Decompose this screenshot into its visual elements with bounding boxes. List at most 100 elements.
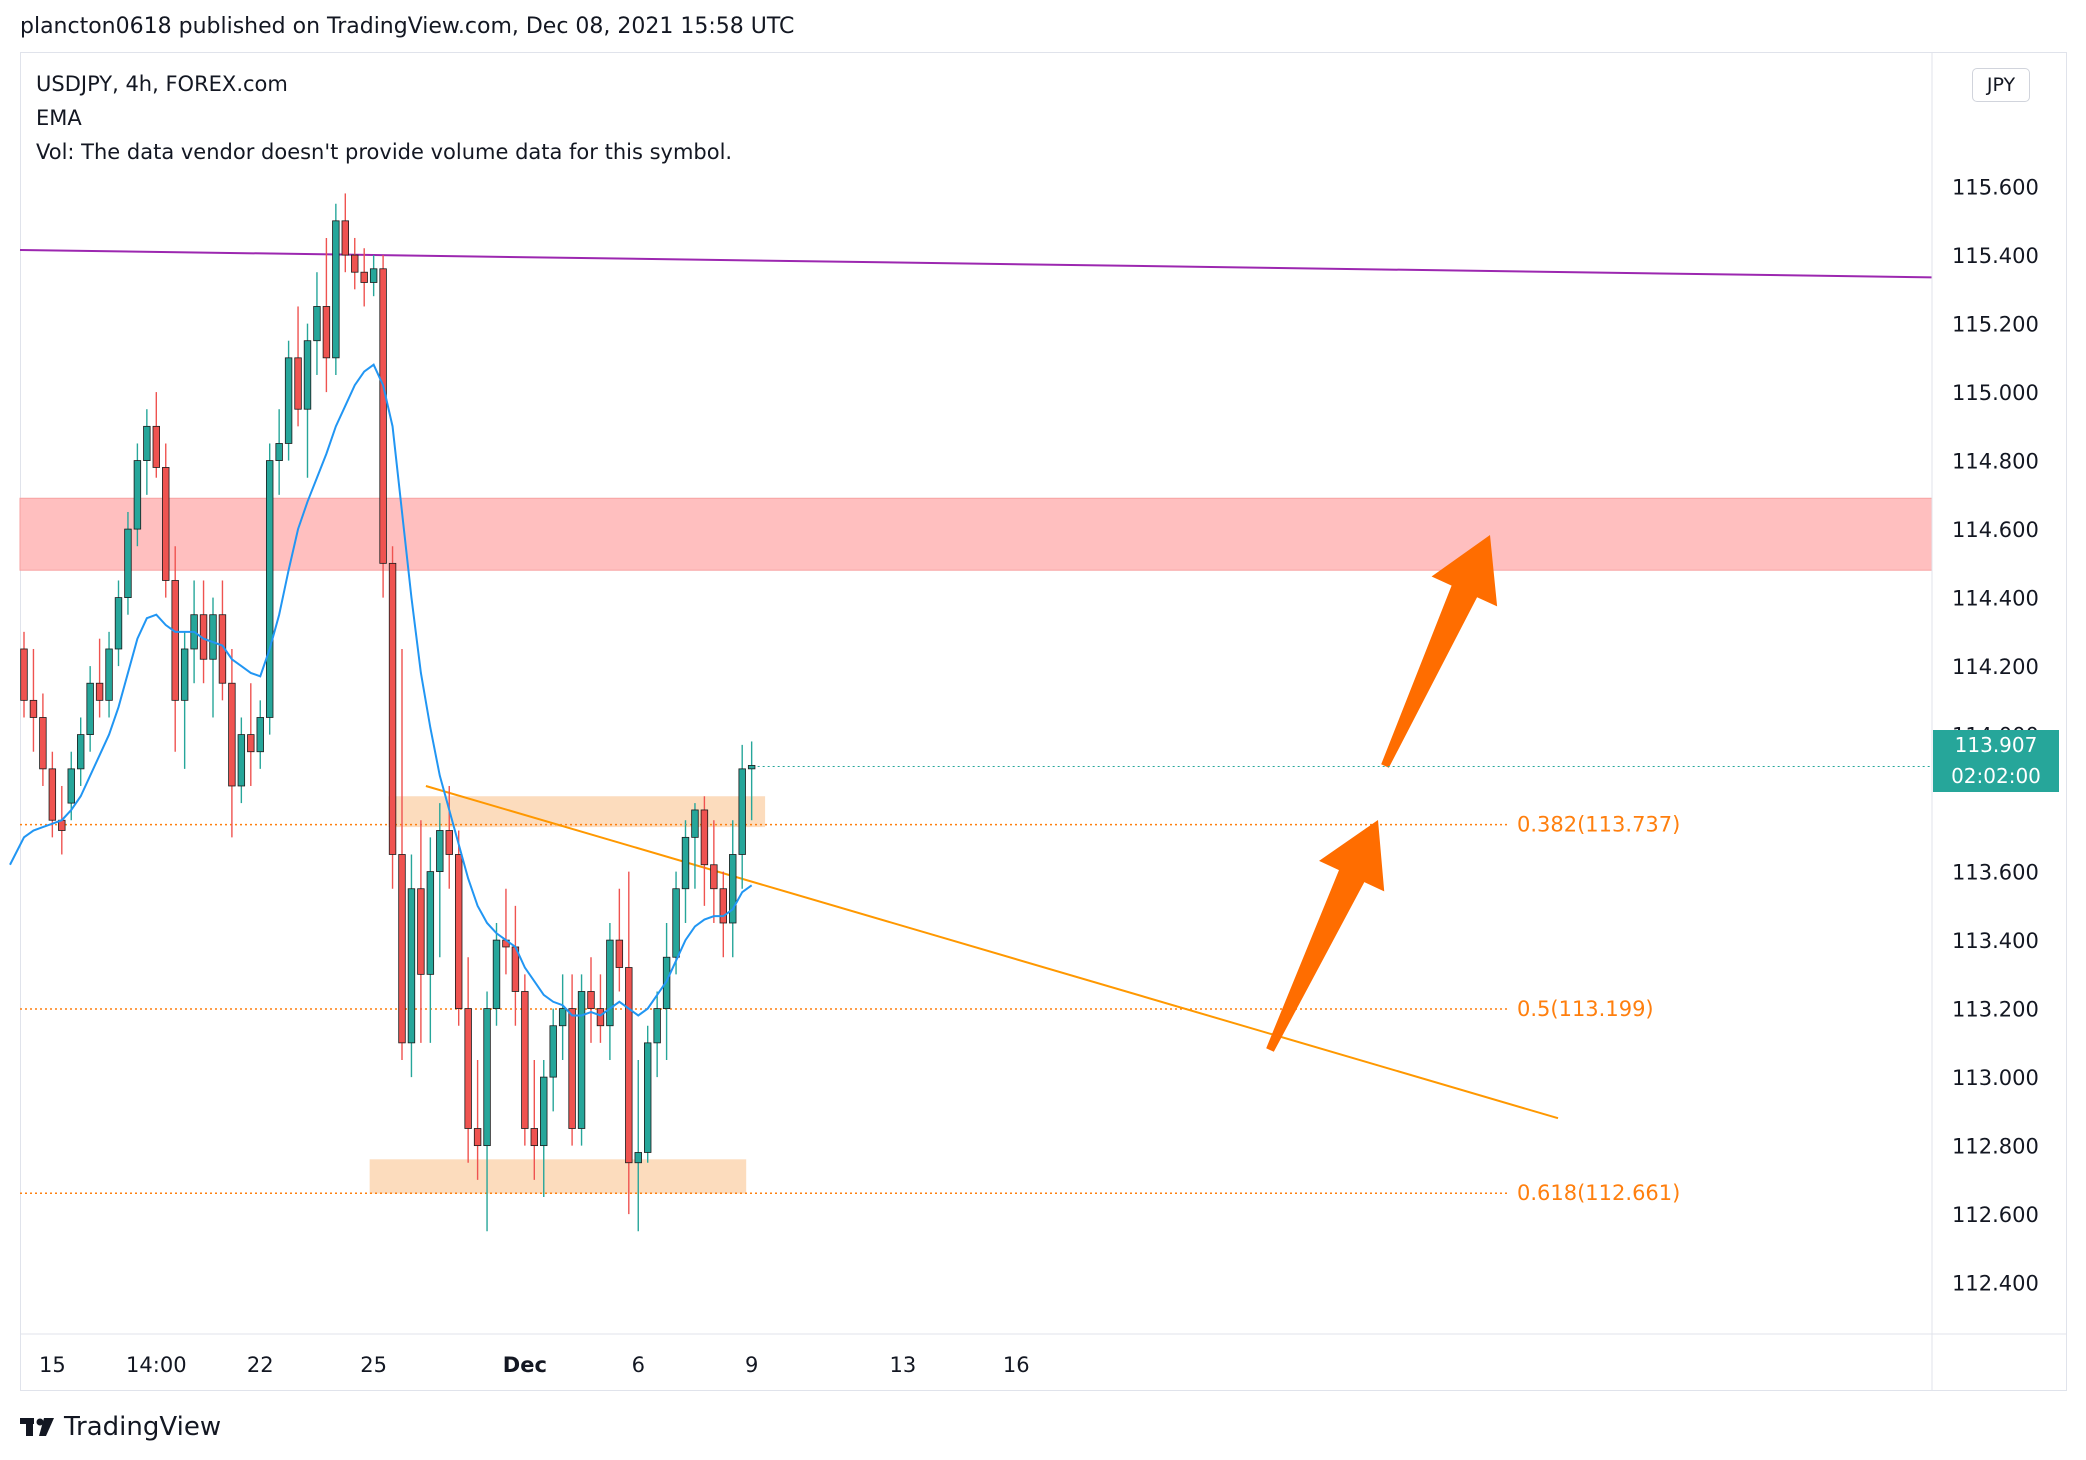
candle-body [615, 939, 624, 968]
candle [653, 991, 661, 1078]
candle [700, 796, 709, 906]
candle-body [95, 682, 104, 701]
candle-body [492, 939, 501, 1010]
candle-body [162, 467, 170, 581]
candle [558, 974, 567, 1060]
candle-body [672, 888, 680, 958]
trendline [425, 785, 1559, 1120]
candle [587, 957, 595, 1043]
candle [662, 922, 671, 1060]
candle-body [29, 699, 38, 718]
candle-body [152, 425, 160, 468]
candle [199, 580, 208, 684]
candle [152, 392, 160, 478]
candle [360, 248, 368, 307]
candle-body [738, 768, 746, 855]
time-tick-label: 15 [39, 1353, 66, 1377]
candle-body [275, 443, 283, 461]
candle-body [48, 768, 57, 821]
candle [492, 922, 501, 1026]
candle-body [294, 357, 302, 410]
candle-body [86, 682, 94, 736]
candle [436, 803, 444, 958]
price-tick-label: 112.600 [1952, 1203, 2039, 1227]
candle [681, 820, 690, 923]
candle [625, 871, 633, 1215]
candle [530, 1059, 538, 1180]
last-price-tag: 113.907 02:02:00 [1933, 730, 2059, 792]
candle-body [39, 717, 47, 770]
candle-body [67, 768, 75, 804]
candle-body [681, 836, 690, 890]
legend-volume: Vol: The data vendor doesn't provide vol… [36, 140, 733, 164]
candle-body [587, 991, 595, 1010]
candle [747, 741, 756, 821]
candle-body [284, 357, 293, 444]
zones-layer [19, 497, 1933, 1194]
price-tick-label: 115.600 [1952, 176, 2039, 200]
candle-body [540, 1076, 548, 1147]
candle-body [332, 220, 340, 359]
candle [483, 991, 491, 1232]
candle [464, 957, 472, 1163]
candle-body [379, 268, 387, 564]
candle [445, 785, 453, 889]
candle-body [105, 648, 113, 701]
resistance-line [19, 248, 1933, 279]
candle [540, 1059, 548, 1197]
candle-body [20, 648, 28, 701]
price-tick-label: 113.600 [1952, 861, 2039, 885]
time-tick-label: 25 [360, 1353, 387, 1377]
currency-badge[interactable]: JPY [1972, 68, 2030, 102]
candle [228, 648, 236, 838]
candle-body [114, 597, 123, 650]
candle [596, 974, 605, 1043]
candle [729, 820, 737, 958]
candle-body [473, 1128, 482, 1147]
candle [265, 443, 274, 735]
candle [710, 820, 718, 923]
candle-body [549, 1025, 557, 1078]
candle-body [388, 562, 397, 855]
candle-body [247, 734, 255, 753]
candle [20, 631, 28, 718]
candle [256, 700, 264, 769]
candle-body [360, 271, 368, 283]
candle-body [454, 854, 463, 1010]
candle-body [143, 425, 151, 461]
candle-body [644, 1042, 652, 1153]
ema-line [9, 363, 753, 1017]
candle-body [719, 888, 727, 924]
candle-body [558, 1008, 567, 1027]
candle [615, 888, 624, 992]
resistance-zone [19, 497, 1933, 571]
price-tick-label: 115.200 [1952, 313, 2039, 337]
candles-layer [20, 193, 756, 1232]
candle-body [124, 528, 132, 598]
footer-brand[interactable]: TradingView [20, 1412, 221, 1442]
candle-body [596, 1008, 605, 1027]
candle [341, 193, 349, 273]
candle [521, 974, 529, 1146]
candle-body [577, 991, 586, 1129]
legend-symbol[interactable]: USDJPY, 4h, FOREX.com [36, 72, 288, 96]
time-tick-label: Dec [503, 1353, 547, 1377]
candle-body [313, 306, 321, 342]
candle [39, 693, 47, 786]
candle [351, 237, 359, 290]
time-tick-label: 6 [632, 1353, 645, 1377]
price-tick-label: 115.000 [1952, 381, 2039, 405]
candle [218, 580, 227, 701]
arrows-layer [1266, 535, 1498, 1052]
candle-body [521, 991, 529, 1129]
price-tick-label: 113.000 [1952, 1066, 2039, 1090]
legend-ema[interactable]: EMA [36, 106, 82, 130]
price-tick-label: 113.200 [1952, 998, 2039, 1022]
candle [473, 1059, 482, 1180]
candle-body [747, 765, 756, 770]
candle [388, 546, 397, 889]
candle-body [351, 254, 359, 273]
candle [247, 683, 255, 786]
candle-body [322, 306, 331, 359]
